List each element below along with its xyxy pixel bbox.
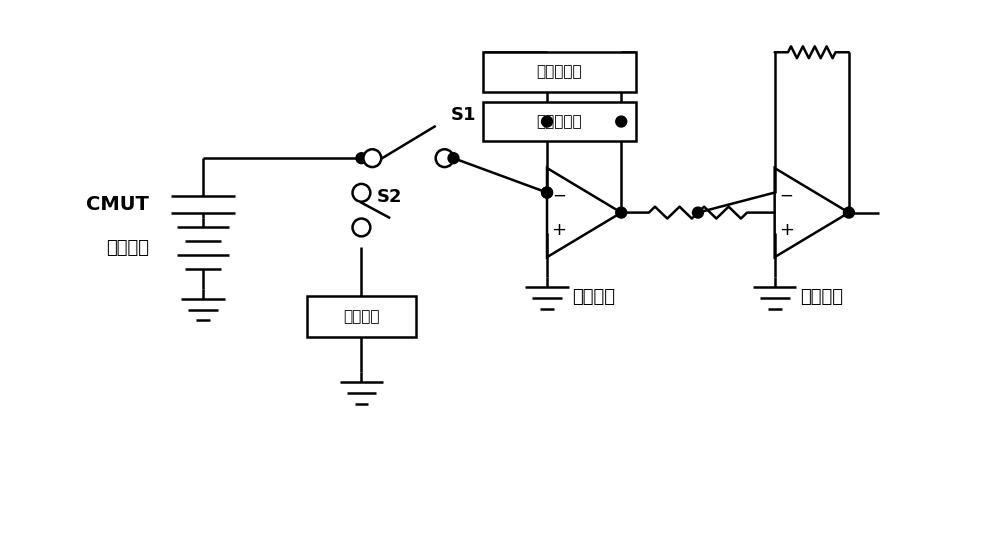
Text: −: − xyxy=(552,186,566,205)
Text: S1: S1 xyxy=(451,106,476,124)
Text: 数字电容器: 数字电容器 xyxy=(537,64,582,80)
Text: 脉冲激励: 脉冲激励 xyxy=(343,309,380,324)
Bar xyxy=(483,102,636,141)
Circle shape xyxy=(436,149,453,167)
Circle shape xyxy=(448,153,459,164)
Text: 数字电位器: 数字电位器 xyxy=(537,114,582,129)
Circle shape xyxy=(616,207,627,218)
Circle shape xyxy=(843,207,854,218)
Text: S2: S2 xyxy=(376,188,402,206)
Circle shape xyxy=(616,116,627,127)
Circle shape xyxy=(542,116,552,127)
Text: −: − xyxy=(780,186,793,205)
Text: 跨阻放大: 跨阻放大 xyxy=(573,288,616,306)
Bar xyxy=(483,52,636,92)
Text: +: + xyxy=(551,221,566,238)
Circle shape xyxy=(353,218,370,236)
Bar xyxy=(307,296,416,337)
Circle shape xyxy=(542,187,552,198)
Text: CMUT: CMUT xyxy=(86,195,149,214)
Text: 反向放大: 反向放大 xyxy=(800,288,843,306)
Circle shape xyxy=(693,207,703,218)
Text: 直流偏置: 直流偏置 xyxy=(106,239,149,257)
Text: +: + xyxy=(779,221,794,238)
Circle shape xyxy=(363,149,381,167)
Circle shape xyxy=(353,184,370,202)
Circle shape xyxy=(542,187,552,198)
Circle shape xyxy=(356,153,367,164)
